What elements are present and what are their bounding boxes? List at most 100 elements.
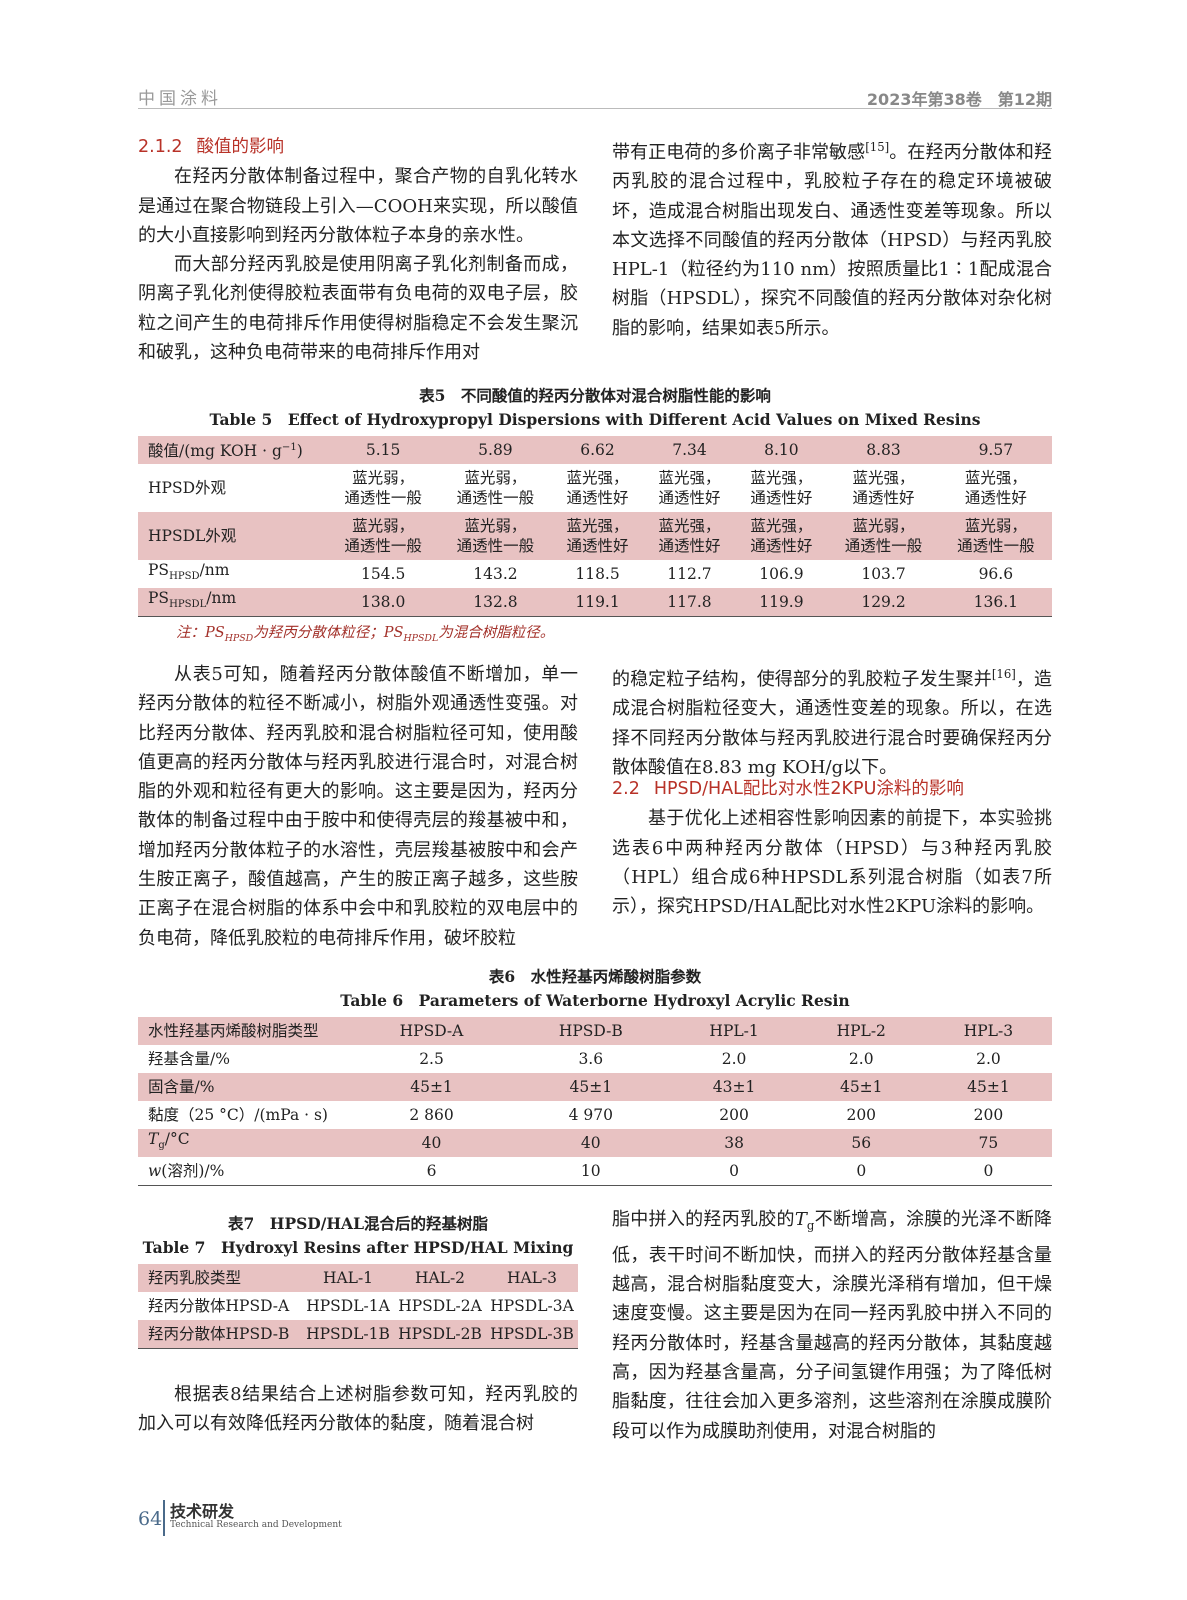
table-cell: 106.9 <box>735 560 827 588</box>
table-cell: HPSDL-1A <box>302 1292 394 1320</box>
table-cell: 119.9 <box>735 588 827 616</box>
table-cell: 200 <box>798 1101 925 1129</box>
text-run: 不断增高，涂膜的光泽不断降低，表干时间不断加快，而拼入的羟丙分散体羟基含量越高，… <box>612 1209 1053 1442</box>
text: 119.9 <box>759 592 804 611</box>
table-cell: 黏度（25 °C）/(mPa · s) <box>138 1101 352 1129</box>
text: HPSD-A <box>399 1022 464 1040</box>
table-cell: 蓝光弱， 通透性一般 <box>827 512 939 560</box>
text: 2.0 <box>976 1050 1001 1068</box>
table-cell: HPSD-B <box>511 1017 670 1045</box>
table-cell: 0 <box>671 1157 798 1185</box>
table-cell: w(溶剂)/% <box>138 1157 352 1185</box>
table-cell: 2.0 <box>798 1045 925 1073</box>
table-row: 固含量/% 45±1 45±1 43±1 45±1 45±1 <box>138 1073 1052 1101</box>
text-sub: g <box>158 1140 165 1152</box>
text-run: 酸值/(mg KOH · g <box>148 442 282 461</box>
text: 119.1 <box>575 592 620 611</box>
table-cell: 138.0 <box>327 588 439 616</box>
table-cell: 蓝光强， 通透性好 <box>827 464 939 512</box>
table-cell: 10 <box>511 1157 670 1185</box>
table-cell: 56 <box>798 1129 925 1157</box>
text: 蓝光弱， 通透性一般 <box>456 469 535 507</box>
text-sup: −1 <box>281 442 297 454</box>
table-block: 表6 水性羟基丙烯酸树脂参数 Table 6 Parameters of Wate… <box>138 965 1052 1186</box>
heading-number: 2.2 <box>612 779 640 799</box>
text-run: 根据表8结果结合上述树脂参数可知，羟丙乳胶的加入可以有效降低羟丙分散体的黏度，随… <box>138 1384 578 1435</box>
text-run: ) <box>296 442 303 461</box>
table-row: 水性羟基丙烯酸树脂类型 HPSD-A HPSD-B HPL-1 HPL-2 HPL-3 <box>138 1017 1052 1045</box>
table-cell: Tg/°C <box>138 1129 352 1157</box>
table-cell: HPSDL-1B <box>302 1320 394 1348</box>
text-i: T <box>148 1130 159 1149</box>
text: 黏度（25 °C）/(mPa · s) <box>148 1106 328 1124</box>
table-cell: 8.83 <box>827 436 939 464</box>
table-cell: HPSD外观 <box>138 464 327 512</box>
table-cell: HAL-1 <box>302 1264 394 1292</box>
table-caption-en: Table 6 Parameters of Waterborne Hydroxy… <box>340 991 850 1010</box>
table-row: Tg/°C 40 40 38 56 75 <box>138 1129 1052 1157</box>
text-sup: [16] <box>991 667 1016 681</box>
text: 蓝光弱， 通透性一般 <box>344 469 422 507</box>
text-run: 基于优化上述相容性影响因素的前提下，本实验挑选表6中两种羟丙分散体（HPSD）与… <box>612 808 1052 918</box>
text-run: /nm <box>199 561 230 580</box>
text: HPSDL-1B <box>306 1324 390 1343</box>
table-cell: 5.89 <box>439 436 551 464</box>
text-sub: HPSDL <box>169 599 207 611</box>
text-run: /°C <box>164 1130 190 1149</box>
text: 0 <box>983 1161 994 1180</box>
table-cell: 4 970 <box>511 1101 670 1129</box>
table-cell: PSHPSD/nm <box>138 560 327 588</box>
text: 9.57 <box>978 441 1014 459</box>
paragraph: 从表5可知，随着羟丙分散体酸值不断增加，单一羟丙分散体的粒径不断减小，树脂外观通… <box>138 660 578 953</box>
text: 蓝光弱， 通透性一般 <box>844 517 923 555</box>
text-column: 根据表8结果结合上述树脂参数可知，羟丙乳胶的加入可以有效降低羟丙分散体的黏度，随… <box>138 1380 578 1439</box>
table-cell: 200 <box>925 1101 1052 1129</box>
text-run: PS <box>148 589 170 608</box>
table-row: HPSD外观 蓝光弱， 通透性一般 蓝光弱， 通透性一般 蓝光强， 通透性好 蓝光强， … <box>138 464 1052 512</box>
text: 112.7 <box>667 565 712 583</box>
text: HPL-3 <box>963 1022 1014 1040</box>
text: 5.15 <box>365 441 401 459</box>
table-cell: 119.1 <box>552 588 644 616</box>
heading-title: 酸值的影响 <box>196 137 285 157</box>
table-cell: 9.57 <box>940 436 1052 464</box>
text: HPSDL-1A <box>306 1297 390 1315</box>
table-cell: 羟丙乳胶类型 <box>138 1264 302 1292</box>
text: 蓝光强， 通透性好 <box>658 517 721 555</box>
table-cell: HPL-2 <box>798 1017 925 1045</box>
section-heading: 2.2 HPSD/HAL配比对水性2KPU涂料的影响 <box>612 775 1052 804</box>
text: 45±1 <box>839 1078 883 1096</box>
text: 154.5 <box>360 565 406 583</box>
page-number: 64 <box>138 1508 163 1530</box>
text: HAL-1 <box>322 1269 374 1287</box>
text: 40 <box>421 1134 442 1152</box>
journal-name: 中国涂料 <box>138 89 222 109</box>
text-run: 而大部分羟丙乳胶是使用阴离子乳化剂制备而成，阴离子乳化剂使得胶粒表面带有负电荷的… <box>138 254 578 364</box>
table-cell: 2 860 <box>352 1101 511 1129</box>
text: 200 <box>973 1106 1004 1124</box>
text: 蓝光弱， 通透性一般 <box>957 517 1035 555</box>
text: 96.6 <box>978 565 1014 583</box>
table: 酸值/(mg KOH · g−1) 5.15 5.89 6.62 7.34 8.10 8.8… <box>138 436 1052 617</box>
text-run: 从表5可知，随着羟丙分散体酸值不断增加，单一羟丙分散体的粒径不断减小，树脂外观通… <box>138 664 578 949</box>
text: 138.0 <box>360 592 406 611</box>
text: 117.8 <box>667 592 712 611</box>
table-cell: 43±1 <box>671 1073 798 1101</box>
table-cell: 45±1 <box>352 1073 511 1101</box>
text: HPL-1 <box>709 1022 759 1040</box>
table-cell: 2.0 <box>925 1045 1052 1073</box>
table-cell: 45±1 <box>925 1073 1052 1101</box>
text: 蓝光强， 通透性好 <box>750 517 813 555</box>
table-row: 羟基含量/% 2.5 3.6 2.0 2.0 2.0 <box>138 1045 1052 1073</box>
issue: 2023年第38卷 第12期 <box>866 90 1052 109</box>
table-cell: HPSDL-2A <box>394 1292 486 1320</box>
table-cell: 8.10 <box>735 436 827 464</box>
table-cell: PSHPSDL/nm <box>138 588 327 616</box>
text-sub: HPSD <box>169 571 200 583</box>
paragraph: 的稳定粒子结构，使得部分的乳胶粒子发生聚并[16]，造成混合树脂粒径变大，通透性… <box>612 660 1052 782</box>
table-cell: 蓝光弱， 通透性一般 <box>439 464 551 512</box>
footer-rule <box>163 1500 165 1536</box>
paragraph: 而大部分羟丙乳胶是使用阴离子乳化剂制备而成，阴离子乳化剂使得胶粒表面带有负电荷的… <box>138 250 578 367</box>
table-cell: 136.1 <box>940 588 1052 616</box>
text-run: 为混合树脂粒径。 <box>438 624 555 641</box>
